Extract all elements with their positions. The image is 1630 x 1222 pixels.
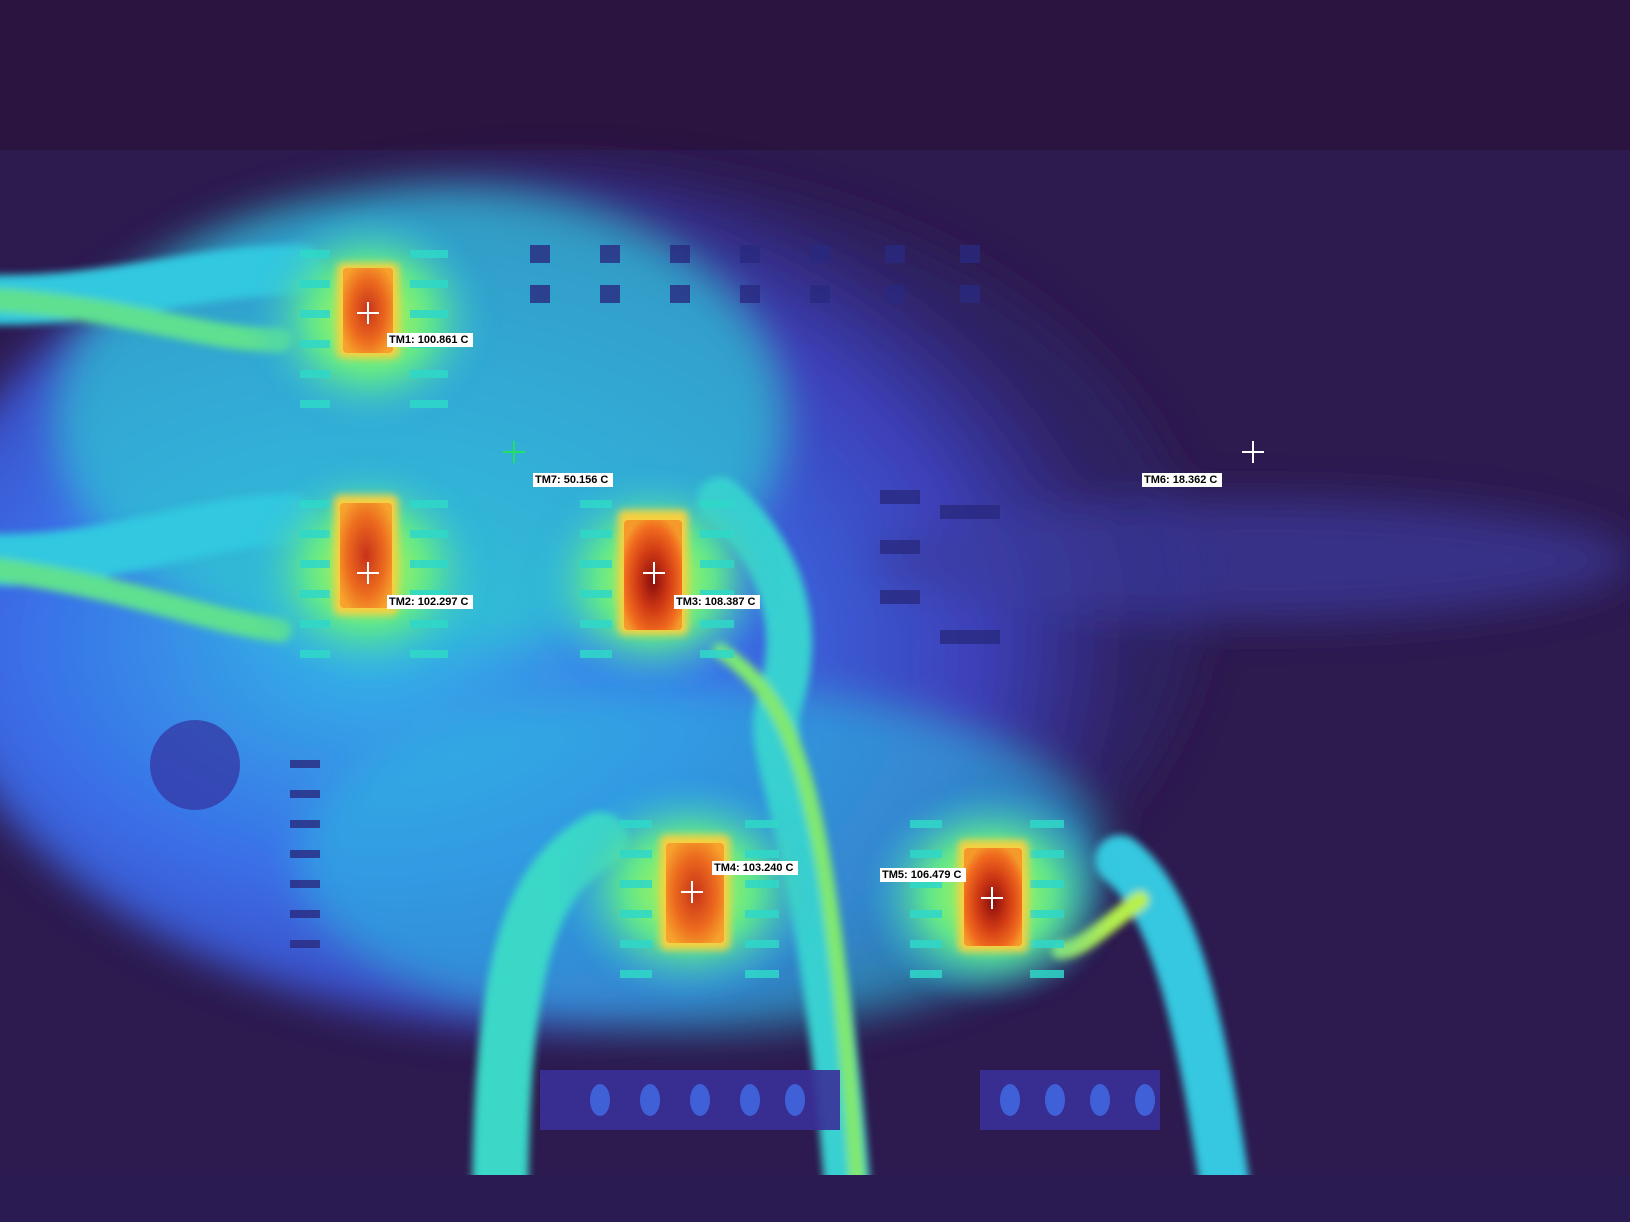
label-tm5: TM5: 106.479 C bbox=[880, 868, 967, 882]
label-tm7: TM7: 50.156 C bbox=[533, 473, 614, 487]
label-tm4: TM4: 103.240 C bbox=[712, 861, 799, 875]
marker-tm3[interactable] bbox=[643, 562, 665, 584]
marker-tm1[interactable] bbox=[357, 302, 379, 324]
label-tm2: TM2: 102.297 C bbox=[387, 595, 474, 609]
marker-tm6[interactable] bbox=[1242, 441, 1264, 463]
marker-tm5[interactable] bbox=[981, 887, 1003, 909]
marker-tm4[interactable] bbox=[681, 881, 703, 903]
label-tm3: TM3: 108.387 C bbox=[674, 595, 761, 609]
chip-tm4 bbox=[666, 843, 724, 943]
label-tm6: TM6: 18.362 C bbox=[1142, 473, 1223, 487]
chip-tm2 bbox=[340, 503, 392, 608]
marker-tm2[interactable] bbox=[357, 562, 379, 584]
marker-tm7[interactable] bbox=[503, 441, 525, 463]
label-tm1: TM1: 100.861 C bbox=[387, 333, 474, 347]
